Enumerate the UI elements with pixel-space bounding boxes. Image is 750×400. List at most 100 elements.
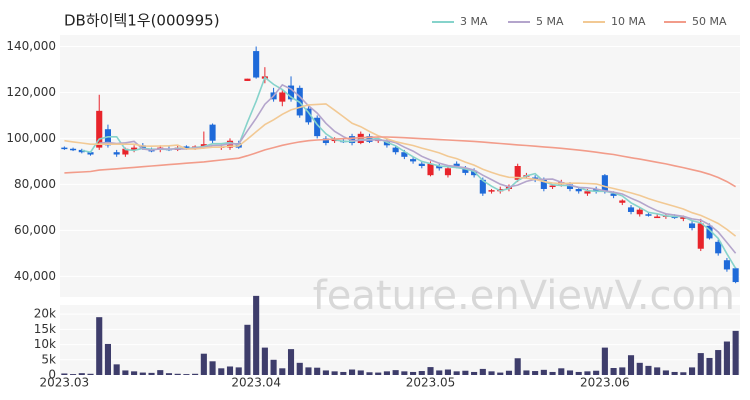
y-tick-label: 20k [34, 307, 56, 321]
volume-bar [680, 372, 687, 375]
candle-body [436, 166, 443, 169]
legend-label: 50 MA [692, 15, 727, 28]
volume-bar [558, 368, 565, 375]
volume-bar [697, 353, 704, 375]
volume-bar [636, 362, 643, 375]
volume-bar [322, 370, 329, 375]
y-tick-label: 140,000 [6, 39, 56, 53]
volume-bar [131, 371, 138, 375]
candle-body [122, 148, 129, 155]
candle-body [636, 209, 643, 215]
volume-bar [87, 373, 94, 375]
volume-bar [610, 368, 617, 375]
candle-body [471, 170, 478, 176]
candle-body [61, 147, 68, 150]
volume-bar [200, 353, 207, 375]
volume-bar [314, 367, 321, 375]
candle-body [540, 179, 547, 189]
volume-bar [723, 341, 730, 375]
volume-bar [488, 371, 495, 375]
candle-body [593, 188, 600, 192]
candle-body [401, 152, 408, 157]
volume-bar [165, 373, 173, 375]
volume-bar [139, 372, 146, 375]
volume-bar [192, 373, 199, 375]
candle-body [418, 163, 425, 166]
volume-bar [61, 373, 68, 375]
volume-bar [540, 369, 547, 375]
candle-body [209, 124, 216, 141]
volume-bar [261, 347, 268, 375]
volume-bar [619, 367, 626, 375]
volume-bar [401, 371, 408, 375]
candle-body [410, 159, 417, 162]
candle-body [287, 85, 295, 100]
candle-body [627, 207, 635, 212]
candle-body [549, 185, 556, 188]
volume-bar [113, 364, 120, 375]
volume-bar [715, 350, 722, 375]
volume-bar [654, 367, 661, 375]
candle-body [514, 166, 521, 180]
volume-bar [505, 370, 513, 375]
candle-body [253, 51, 260, 78]
volume-bar [410, 371, 417, 375]
volume-bar [244, 324, 251, 375]
y-tick-label: 5k [41, 352, 56, 366]
volume-bar [514, 358, 521, 375]
volume-bar [427, 367, 434, 375]
volume-bar [253, 295, 260, 375]
x-tick-label: 2023.05 [406, 376, 456, 390]
x-tick-label: 2023.06 [580, 376, 630, 390]
watermark: feature.enViewV.com [313, 273, 735, 319]
volume-bar [331, 371, 338, 375]
volume-bar [296, 362, 303, 375]
volume-bar [566, 370, 574, 375]
candle-body [462, 168, 469, 173]
y-tick-label: 0 [48, 368, 56, 382]
candle-body [488, 190, 495, 192]
volume-bar [497, 372, 504, 375]
volume-bar [532, 371, 539, 375]
x-tick-label: 2023.04 [231, 376, 281, 390]
volume-bar [375, 372, 382, 375]
volume-bar [593, 370, 600, 375]
volume-bar [96, 317, 103, 375]
candle-body [305, 108, 312, 123]
volume-bar [662, 370, 669, 375]
ma-line [99, 83, 737, 254]
candle-body [723, 260, 730, 270]
volume-bar [392, 370, 399, 375]
candle-body [427, 163, 434, 176]
candle-body [444, 168, 451, 176]
candle-body [96, 110, 103, 148]
legend-label: 10 MA [611, 15, 646, 28]
volume-bar [383, 371, 390, 375]
volume-bar [444, 369, 451, 375]
volume-bar [78, 373, 85, 375]
volume-bar [157, 370, 164, 375]
plot: 40,000 60,000 80,000 100,000 120,000 140,000 0… [6, 15, 740, 390]
volume-bar [226, 366, 234, 375]
ma-line [64, 103, 737, 237]
candle-body [183, 146, 190, 149]
candle-body [680, 216, 687, 219]
candle-body [139, 145, 146, 149]
y-tick-label: 15k [34, 322, 56, 336]
candle-body [610, 193, 617, 196]
volume-bar [357, 370, 364, 375]
volume-bar [148, 372, 155, 375]
volume-bar [340, 371, 347, 375]
volume-bar [523, 370, 530, 375]
candle-body [113, 152, 120, 155]
price-panel [60, 35, 740, 297]
volume-bar [183, 374, 190, 375]
candle-body [654, 216, 661, 219]
volume-bar [732, 330, 739, 375]
volume-bar [689, 367, 696, 375]
volume-bar [601, 347, 608, 375]
volume-bar [305, 367, 312, 375]
volume-panel [60, 305, 740, 375]
volume-bar [671, 371, 678, 375]
